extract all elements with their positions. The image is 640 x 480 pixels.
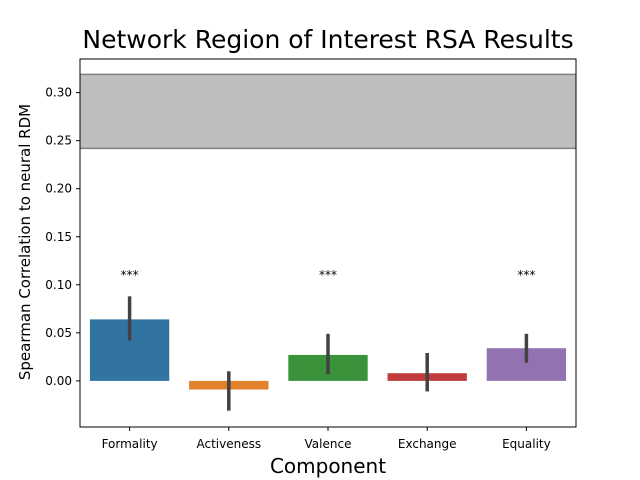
noise-ceiling-band [80, 73, 576, 150]
y-axis-label: Spearman Correlation to neural RDM [16, 104, 34, 380]
x-tick-label-valence: Valence [305, 437, 352, 451]
x-axis-label: Component [270, 454, 386, 478]
x-axis: Formality Activeness Valence Exchange Equali… [102, 427, 551, 451]
y-tick-label: 0.00 [45, 374, 72, 388]
noise-ceiling-area [80, 74, 576, 149]
x-tick-label-exchange: Exchange [398, 437, 457, 451]
y-tick-label: 0.30 [45, 86, 72, 100]
y-tick-label: 0.15 [45, 230, 72, 244]
y-tick-label: 0.10 [45, 278, 72, 292]
significance-markers: *** *** *** [121, 268, 536, 282]
y-tick-label: 0.05 [45, 326, 72, 340]
x-tick-label-activeness: Activeness [196, 437, 261, 451]
y-tick-label: 0.25 [45, 134, 72, 148]
y-tick-label: 0.20 [45, 182, 72, 196]
x-tick-label-formality: Formality [102, 437, 158, 451]
significance-marker-equality: *** [517, 268, 535, 282]
significance-marker-valence: *** [319, 268, 337, 282]
chart-title: Network Region of Interest RSA Results [82, 25, 573, 54]
y-axis: 0.00 0.05 0.10 0.15 0.20 0.25 0.30 [45, 86, 80, 388]
significance-marker-formality: *** [121, 268, 139, 282]
error-bars [127, 296, 529, 411]
x-tick-label-equality: Equality [502, 437, 551, 451]
